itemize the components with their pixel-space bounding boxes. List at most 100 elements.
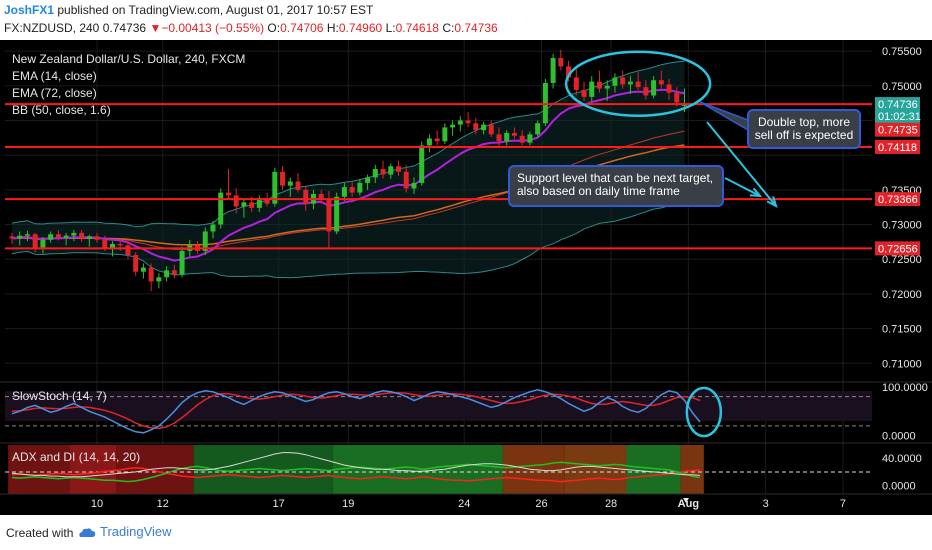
open-label: O: [267, 21, 281, 35]
sell-off-arrow-head [766, 196, 778, 208]
candle-body [643, 87, 649, 96]
price-tag [875, 139, 920, 154]
y-tick-label: 0.72500 [882, 254, 922, 266]
candle-body [388, 166, 394, 175]
candle-body [481, 124, 487, 131]
candle-body [442, 127, 448, 142]
candle-body [365, 177, 371, 183]
support-callout-text: Support level that can be next target, [517, 171, 713, 185]
chart-title: New Zealand Dollar/U.S. Dollar, 240, FXC… [12, 52, 245, 66]
candle-body [511, 132, 517, 136]
candle-body [125, 245, 131, 256]
stoch-d-line [11, 391, 701, 430]
candle-body [256, 198, 262, 208]
candle-body [79, 232, 85, 239]
ohlc-line: FX:NZDUSD, 240 0.74736 ▼−0.00413 (−0.55%… [4, 21, 498, 35]
candle-body [63, 235, 69, 238]
candle-body [264, 198, 270, 204]
y-tick-label: 0.71000 [882, 358, 922, 370]
down-arrow-icon: ▼ [149, 21, 162, 35]
candle-body [450, 124, 456, 128]
support-callout [508, 165, 724, 207]
candle-body [233, 195, 239, 207]
double-top-callout-text: Double top, more [758, 115, 850, 129]
candle-body [249, 202, 255, 208]
candle-body [434, 138, 440, 142]
chart-header: JoshFX1 published on TradingView.com, Au… [0, 0, 932, 40]
price-tag-label: 0.74736 [878, 99, 918, 111]
candle-body [225, 192, 231, 196]
candle-body [295, 181, 301, 190]
adx-background-zone [680, 445, 704, 494]
adx-background-zone [69, 445, 117, 494]
candle-body [179, 250, 185, 275]
price-tag-label: 01:02:31 [878, 111, 921, 123]
candle-body [535, 123, 541, 135]
adx-background-zone [564, 445, 627, 494]
created-with-label: Created with [6, 526, 74, 540]
candle-body [372, 169, 378, 178]
x-tick-label: 12 [157, 498, 169, 510]
candle-body [164, 270, 170, 278]
candle-body [241, 202, 247, 207]
candle-body [558, 58, 564, 67]
candle-body [9, 236, 15, 239]
candle-body [287, 181, 293, 186]
candle-body [396, 166, 401, 172]
candle-body [133, 255, 139, 272]
chart-svg[interactable]: New Zealand Dollar/U.S. Dollar, 240, FXC… [0, 40, 932, 515]
candle-body [318, 194, 324, 200]
candle-body [303, 189, 309, 204]
adx-y-label: 40.0000 [882, 453, 922, 465]
candle-body [109, 243, 115, 249]
author-link[interactable]: JoshFX1 [4, 3, 55, 17]
footer: Created with TradingView [0, 515, 932, 550]
stoch-k-line [11, 389, 701, 434]
candle-body [357, 182, 363, 193]
open-value: 0.74706 [280, 21, 324, 35]
candle-body [17, 235, 23, 239]
stoch-title: SlowStoch (14, 7) [12, 389, 107, 403]
x-tick-label: 26 [535, 498, 547, 510]
candle-body [94, 236, 100, 240]
candle-body [419, 145, 425, 183]
price-tag-label: 0.72656 [878, 243, 918, 255]
y-tick-label: 0.71500 [882, 324, 922, 336]
candle-body [473, 123, 479, 131]
y-tick-label: 0.72000 [882, 289, 922, 301]
candle-body [465, 120, 471, 124]
candle-body [426, 138, 432, 146]
candle-body [635, 81, 641, 88]
candle-body [32, 234, 38, 249]
adx-di-minus-line [11, 467, 701, 483]
publish-info: published on TradingView.com, August 01,… [57, 3, 374, 17]
candle-body [620, 77, 626, 85]
symbol-label: FX:NZDUSD, 240 [4, 21, 100, 35]
price-tag [875, 122, 920, 137]
candle-body [527, 134, 533, 143]
support-arrow [724, 177, 761, 197]
tradingview-link[interactable]: TradingView [100, 524, 172, 539]
candle-body [504, 132, 510, 142]
candle-body [627, 81, 633, 85]
candle-body [140, 267, 146, 272]
candle-body [612, 77, 618, 86]
support-arrow-head [749, 187, 763, 198]
candle-body [202, 231, 208, 251]
x-tick-label: 17 [273, 498, 285, 510]
candle-body [86, 236, 92, 239]
candle-body [411, 182, 417, 189]
candle-body [218, 192, 224, 225]
indicator-legend: EMA (72, close) [12, 86, 97, 100]
double-top-ellipse [564, 50, 712, 117]
candle-body [380, 169, 386, 175]
candle-body [496, 134, 502, 142]
candle-body [542, 83, 548, 124]
price-change: −0.00413 (−0.55%) [161, 21, 265, 35]
x-tick-label: 7 [840, 498, 846, 510]
callout-pointer [699, 101, 749, 132]
x-tick-label: 10 [91, 498, 103, 510]
candle-body [171, 270, 177, 275]
x-tick-label: 19 [342, 498, 354, 510]
chart-area[interactable]: New Zealand Dollar/U.S. Dollar, 240, FXC… [0, 40, 932, 515]
